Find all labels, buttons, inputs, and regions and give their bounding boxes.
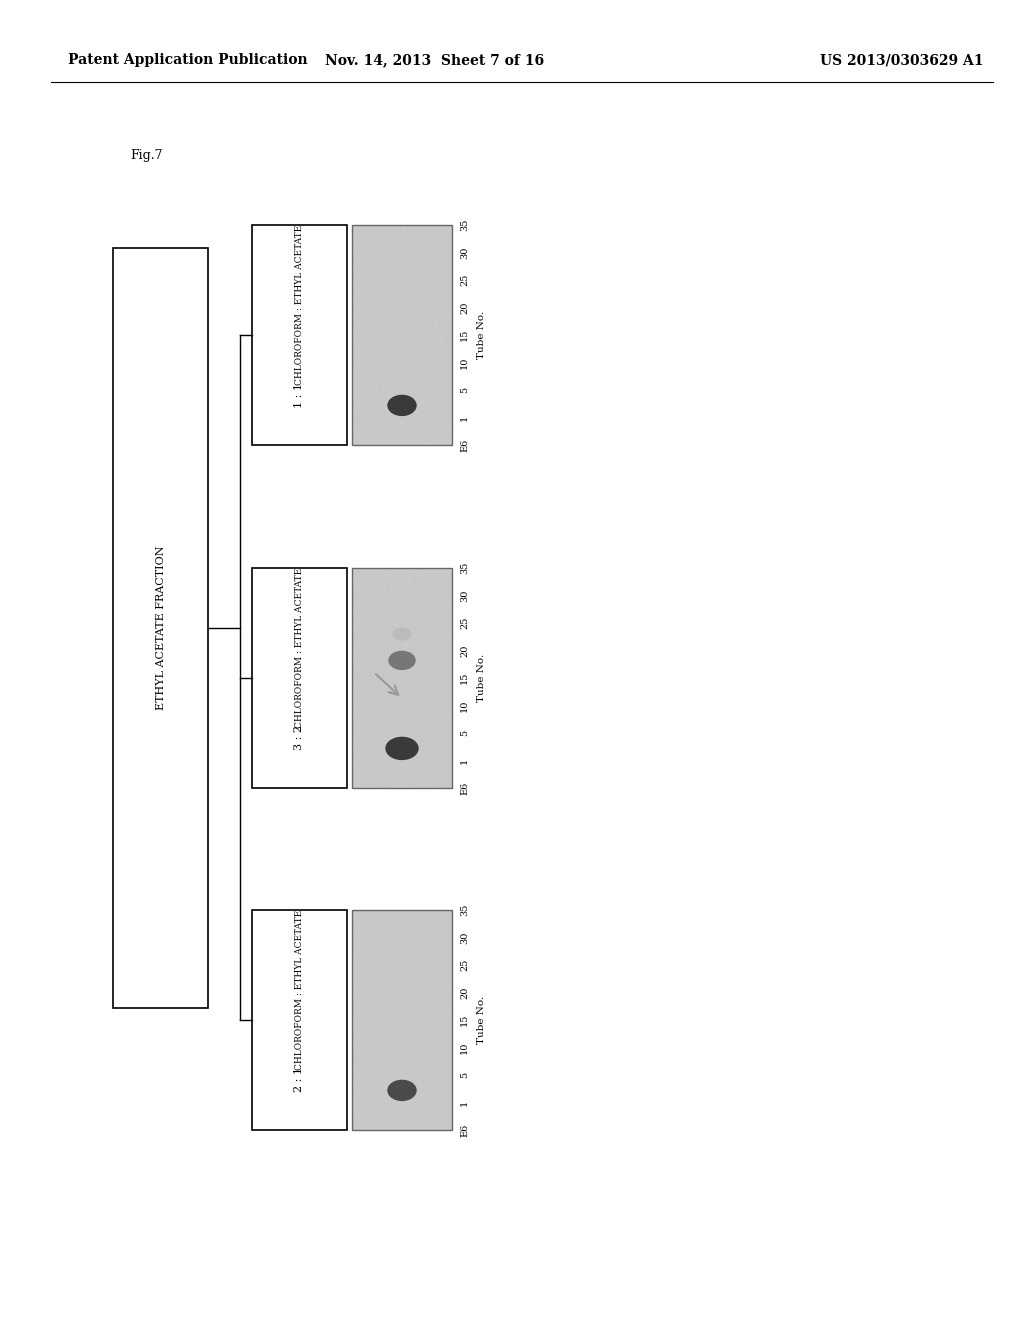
Text: 35: 35	[460, 904, 469, 916]
Bar	[352, 909, 452, 1130]
Text: E6: E6	[460, 438, 469, 451]
Bar	[252, 909, 347, 1130]
Text: 5: 5	[460, 730, 469, 737]
Text: 20: 20	[460, 986, 469, 999]
Text: 1: 1	[460, 414, 469, 421]
Bar	[352, 224, 452, 445]
Bar	[113, 248, 208, 1008]
Ellipse shape	[389, 651, 415, 669]
Text: 3 : 2: 3 : 2	[295, 726, 304, 751]
Text: 10: 10	[460, 356, 469, 368]
Text: 5: 5	[460, 1072, 469, 1078]
Ellipse shape	[388, 1080, 416, 1101]
Text: Tube No.: Tube No.	[477, 995, 486, 1044]
Text: 1: 1	[460, 1100, 469, 1106]
Ellipse shape	[386, 738, 418, 759]
Text: 10: 10	[460, 700, 469, 711]
Text: 15: 15	[460, 1014, 469, 1026]
Text: 30: 30	[460, 932, 469, 944]
Text: CHLOROFORM : ETHYL ACETATE: CHLOROFORM : ETHYL ACETATE	[295, 568, 304, 729]
Text: 1 : 1: 1 : 1	[295, 383, 304, 408]
Text: 35: 35	[460, 219, 469, 231]
Text: 25: 25	[460, 273, 469, 286]
Text: 30: 30	[460, 247, 469, 259]
Text: Patent Application Publication: Patent Application Publication	[68, 53, 307, 67]
Text: 10: 10	[460, 1041, 469, 1053]
Bar	[252, 568, 347, 788]
Text: 15: 15	[460, 672, 469, 684]
Text: 25: 25	[460, 958, 469, 972]
Text: CHLOROFORM : ETHYL ACETATE: CHLOROFORM : ETHYL ACETATE	[295, 224, 304, 385]
Text: ETHYL ACETATE FRACTION: ETHYL ACETATE FRACTION	[156, 545, 166, 710]
Text: 35: 35	[460, 562, 469, 574]
Text: US 2013/0303629 A1: US 2013/0303629 A1	[820, 53, 983, 67]
Bar	[352, 568, 452, 788]
Text: 15: 15	[460, 329, 469, 341]
Text: 30: 30	[460, 589, 469, 602]
Text: E6: E6	[460, 1123, 469, 1137]
Text: Tube No.: Tube No.	[477, 653, 486, 702]
Text: Tube No.: Tube No.	[477, 312, 486, 359]
Text: CHLOROFORM : ETHYL ACETATE: CHLOROFORM : ETHYL ACETATE	[295, 909, 304, 1071]
Text: 20: 20	[460, 644, 469, 656]
Text: 5: 5	[460, 387, 469, 393]
Ellipse shape	[388, 396, 416, 416]
Text: E6: E6	[460, 781, 469, 795]
Text: 1: 1	[460, 758, 469, 764]
Text: Fig.7: Fig.7	[130, 149, 163, 161]
Ellipse shape	[393, 628, 411, 640]
Text: 25: 25	[460, 616, 469, 630]
Text: 20: 20	[460, 301, 469, 314]
Bar	[252, 224, 347, 445]
Text: Nov. 14, 2013  Sheet 7 of 16: Nov. 14, 2013 Sheet 7 of 16	[326, 53, 545, 67]
Text: 2 : 1: 2 : 1	[295, 1068, 304, 1093]
